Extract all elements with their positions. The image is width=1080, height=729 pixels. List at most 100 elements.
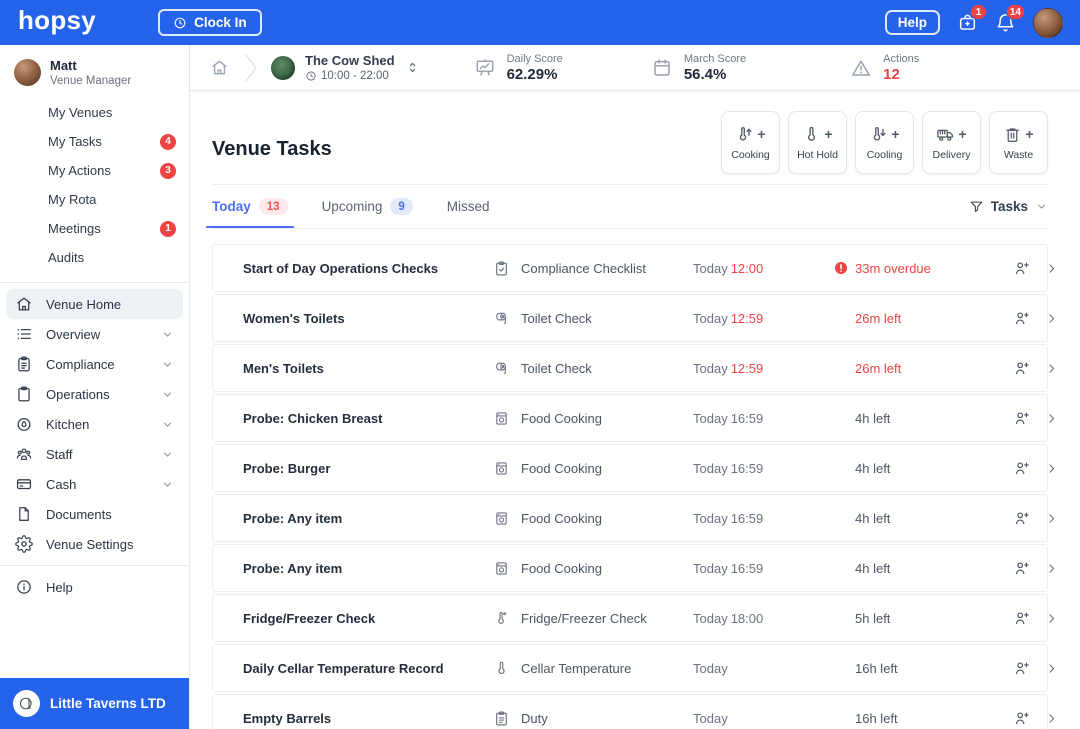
task-due: Today xyxy=(693,660,728,676)
task-type: Fridge/Freezer Check xyxy=(521,610,647,626)
table-row[interactable]: Probe: Chicken Breast Food Cooking Today… xyxy=(212,394,1048,442)
venue-selector[interactable]: The Cow Shed 10:00 - 22:00 xyxy=(271,53,420,82)
table-row[interactable]: Daily Cellar Temperature Record Cellar T… xyxy=(212,644,1048,692)
task-filter-dropdown[interactable]: Tasks xyxy=(969,199,1048,214)
chevron-down-icon xyxy=(161,388,174,401)
sidebar-user-block[interactable]: Matt Venue Manager xyxy=(0,45,189,96)
table-row[interactable]: Probe: Any item Food Cooking Today 16:59 … xyxy=(212,494,1048,542)
breadcrumb-separator-icon xyxy=(244,53,258,83)
trash-icon xyxy=(1003,125,1022,144)
assign-user-button[interactable] xyxy=(1013,459,1031,477)
user-role: Venue Manager xyxy=(50,75,132,87)
open-task-button[interactable] xyxy=(1044,311,1059,326)
quick-add-cooling-button[interactable]: + Cooling xyxy=(855,111,914,174)
task-type: Cellar Temperature xyxy=(521,660,632,676)
sidebar-item-meetings[interactable]: Meetings 1 xyxy=(0,214,189,243)
clock-in-button[interactable]: Clock In xyxy=(158,9,262,36)
divider xyxy=(212,228,1048,229)
open-task-button[interactable] xyxy=(1044,411,1059,426)
divider xyxy=(0,282,189,283)
assign-user-button[interactable] xyxy=(1013,609,1031,627)
sidebar-item-cash[interactable]: Cash xyxy=(6,469,183,499)
user-name: Matt xyxy=(50,58,77,73)
open-task-button[interactable] xyxy=(1044,661,1059,676)
count-badge: 3 xyxy=(160,162,176,179)
app-logo[interactable]: hopsy xyxy=(18,5,97,35)
sidebar-item-venue-settings[interactable]: Venue Settings xyxy=(6,529,183,559)
assign-user-button[interactable] xyxy=(1013,709,1031,727)
sidebar-item-label: Compliance xyxy=(46,356,115,372)
task-name: Start of Day Operations Checks xyxy=(243,260,439,276)
breadcrumb-home-button[interactable] xyxy=(210,58,229,77)
inbox-button[interactable]: 1 xyxy=(957,4,987,33)
table-row[interactable]: Women's Toilets Toilet Check Today 12:59 … xyxy=(212,294,1048,342)
table-row[interactable]: Fridge/Freezer Check Fridge/Freezer Chec… xyxy=(212,594,1048,642)
divider xyxy=(0,565,189,566)
assign-user-button[interactable] xyxy=(1013,409,1031,427)
open-task-button[interactable] xyxy=(1044,561,1059,576)
sidebar-item-my-venues[interactable]: My Venues xyxy=(0,98,189,127)
task-due: Today 12:59 xyxy=(693,360,764,376)
sidebar-item-documents[interactable]: Documents xyxy=(6,499,183,529)
sidebar-item-operations[interactable]: Operations xyxy=(6,379,183,409)
tab-upcoming[interactable]: Upcoming 9 xyxy=(322,185,413,228)
sidebar-item-help[interactable]: Help xyxy=(6,572,183,602)
quick-add-delivery-button[interactable]: + Delivery xyxy=(922,111,981,174)
sidebar-item-label: Kitchen xyxy=(46,416,90,432)
calendar-icon xyxy=(651,57,673,79)
stat-value: 62.29% xyxy=(506,65,558,83)
sidebar-venue-nav: Venue Home Overview Compliance Operation… xyxy=(0,289,189,559)
clipboard-icon xyxy=(15,385,33,403)
quick-add-cooking-button[interactable]: + Cooking xyxy=(721,111,780,174)
sidebar-item-my-actions[interactable]: My Actions 3 xyxy=(0,156,189,185)
table-row[interactable]: Men's Toilets Toilet Check Today 12:59 26… xyxy=(212,344,1048,392)
tab-today[interactable]: Today 13 xyxy=(206,185,294,228)
sidebar-item-my-tasks[interactable]: My Tasks 4 xyxy=(0,127,189,156)
quick-action-label: Delivery xyxy=(932,148,971,161)
open-task-button[interactable] xyxy=(1044,261,1059,276)
quick-add-waste-button[interactable]: + Waste xyxy=(989,111,1048,174)
tab-missed[interactable]: Missed xyxy=(447,185,490,228)
sidebar-item-audits[interactable]: Audits xyxy=(0,243,189,272)
assign-user-button[interactable] xyxy=(1013,359,1031,377)
open-task-button[interactable] xyxy=(1044,461,1059,476)
oven-icon xyxy=(493,460,510,477)
sidebar-item-overview[interactable]: Overview xyxy=(6,319,183,349)
sidebar-item-staff[interactable]: Staff xyxy=(6,439,183,469)
sidebar-item-kitchen[interactable]: Kitchen xyxy=(6,409,183,439)
inbox-badge: 1 xyxy=(970,4,987,20)
assign-user-button[interactable] xyxy=(1013,259,1031,277)
table-row[interactable]: Empty Barrels Duty Today 16h left xyxy=(212,694,1048,729)
organization-footer[interactable]: Little Taverns LTD xyxy=(0,678,189,729)
home-icon xyxy=(210,58,229,77)
task-tabs: Today 13 Upcoming 9 Missed xyxy=(206,185,524,228)
quick-add-hot-hold-button[interactable]: + Hot Hold xyxy=(788,111,847,174)
task-type: Food Cooking xyxy=(521,410,602,426)
sidebar-item-compliance[interactable]: Compliance xyxy=(6,349,183,379)
sidebar-item-label: Staff xyxy=(46,446,73,462)
sidebar-item-venue-home[interactable]: Venue Home xyxy=(6,289,183,319)
assign-user-button[interactable] xyxy=(1013,309,1031,327)
open-task-button[interactable] xyxy=(1044,511,1059,526)
open-task-button[interactable] xyxy=(1044,611,1059,626)
table-row[interactable]: Probe: Any item Food Cooking Today 16:59 … xyxy=(212,544,1048,592)
task-status: 4h left xyxy=(855,460,891,476)
sidebar-item-label: Cash xyxy=(46,476,77,492)
table-row[interactable]: Start of Day Operations Checks Complianc… xyxy=(212,244,1048,292)
sidebar-item-label: Audits xyxy=(48,250,85,265)
clock-icon xyxy=(305,70,317,82)
open-task-button[interactable] xyxy=(1044,361,1059,376)
person-plus-icon xyxy=(1013,359,1031,377)
sidebar-item-my-rota[interactable]: My Rota xyxy=(0,185,189,214)
assign-user-button[interactable] xyxy=(1013,509,1031,527)
assign-user-button[interactable] xyxy=(1013,659,1031,677)
notifications-button[interactable]: 14 xyxy=(995,4,1025,33)
table-row[interactable]: Probe: Burger Food Cooking Today 16:59 4h… xyxy=(212,444,1048,492)
user-avatar[interactable] xyxy=(1033,7,1063,38)
open-task-button[interactable] xyxy=(1044,711,1059,726)
assign-user-button[interactable] xyxy=(1013,559,1031,577)
list-icon xyxy=(15,325,33,343)
task-name: Probe: Any item xyxy=(243,560,343,576)
info-icon xyxy=(15,578,33,596)
help-button[interactable]: Help xyxy=(884,10,940,35)
